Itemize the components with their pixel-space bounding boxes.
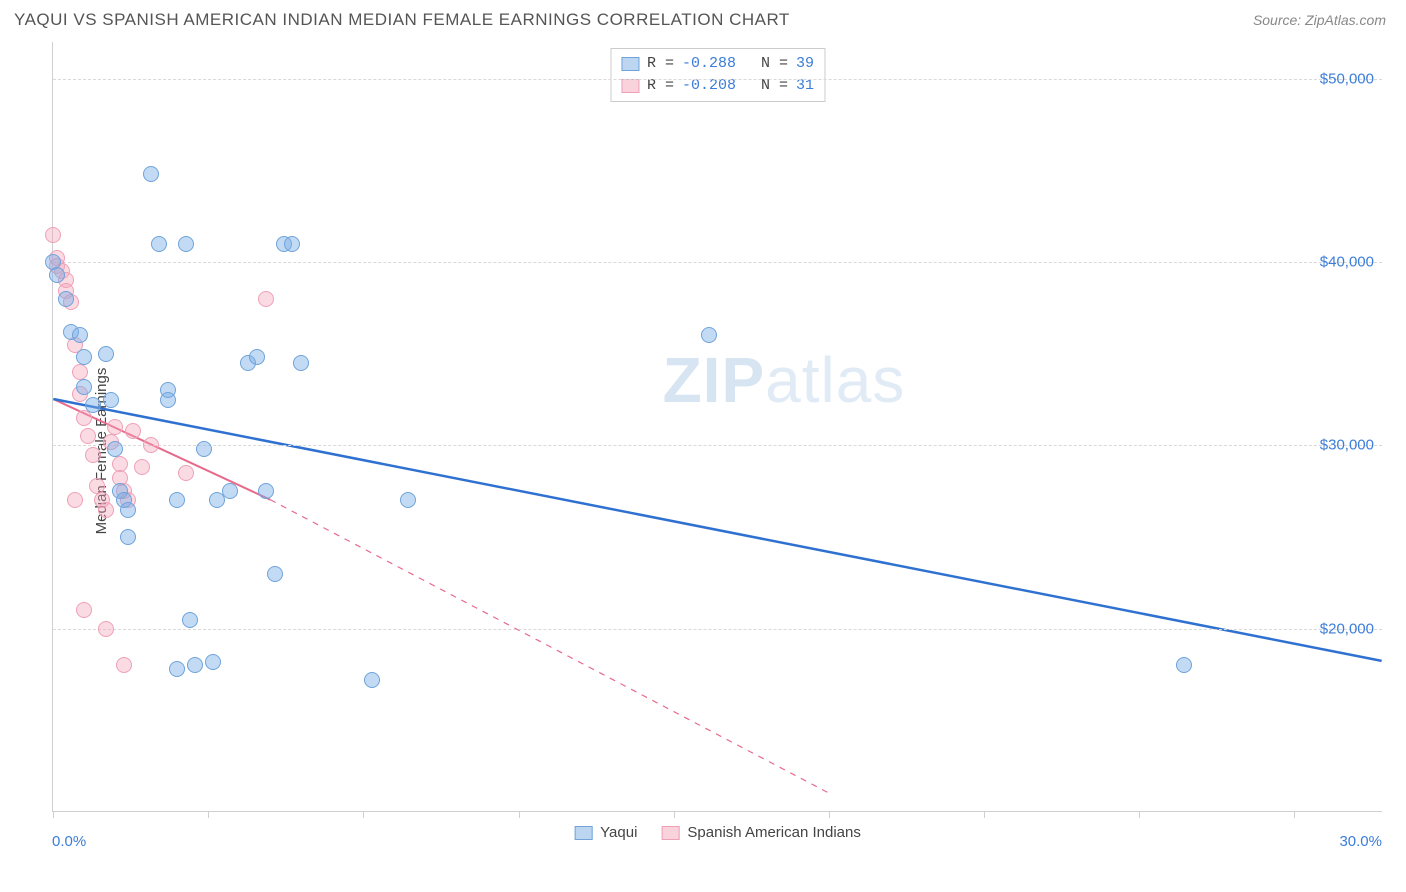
swatch-blue-icon — [621, 57, 639, 71]
gridline — [53, 629, 1382, 630]
data-point — [267, 566, 283, 582]
data-point — [89, 478, 105, 494]
data-point — [112, 456, 128, 472]
swatch-pink-icon — [621, 79, 639, 93]
data-point — [120, 502, 136, 518]
plot-area: ZIPatlas R = -0.288 N = 39 R = -0.208 N … — [52, 42, 1382, 812]
x-axis-start-label: 0.0% — [52, 833, 86, 850]
data-point — [103, 392, 119, 408]
data-point — [107, 441, 123, 457]
data-point — [125, 423, 141, 439]
data-point — [107, 419, 123, 435]
x-axis-end-label: 30.0% — [1339, 833, 1382, 850]
x-tick — [208, 811, 209, 818]
data-point — [98, 502, 114, 518]
data-point — [76, 602, 92, 618]
data-point — [134, 459, 150, 475]
gridline — [53, 79, 1382, 80]
data-point — [72, 327, 88, 343]
legend-item-spanish: Spanish American Indians — [661, 824, 860, 841]
x-tick — [363, 811, 364, 818]
data-point — [182, 612, 198, 628]
data-point — [85, 397, 101, 413]
data-point — [169, 661, 185, 677]
data-point — [98, 346, 114, 362]
data-point — [151, 236, 167, 252]
data-point — [76, 349, 92, 365]
watermark: ZIPatlas — [663, 343, 906, 417]
legend-row-blue: R = -0.288 N = 39 — [621, 53, 814, 75]
data-point — [1176, 657, 1192, 673]
data-point — [196, 441, 212, 457]
y-tick-label: $30,000 — [1320, 437, 1374, 454]
x-tick — [984, 811, 985, 818]
data-point — [169, 492, 185, 508]
data-point — [143, 166, 159, 182]
y-tick-label: $50,000 — [1320, 70, 1374, 87]
chart-container: Median Female Earnings ZIPatlas R = -0.2… — [0, 36, 1406, 866]
gridline — [53, 262, 1382, 263]
data-point — [80, 428, 96, 444]
data-point — [67, 492, 83, 508]
x-tick — [1139, 811, 1140, 818]
data-point — [701, 327, 717, 343]
legend-item-yaqui: Yaqui — [574, 824, 637, 841]
data-point — [72, 364, 88, 380]
correlation-legend: R = -0.288 N = 39 R = -0.208 N = 31 — [610, 48, 825, 102]
data-point — [160, 392, 176, 408]
data-point — [85, 447, 101, 463]
data-point — [258, 291, 274, 307]
data-point — [45, 227, 61, 243]
x-tick — [829, 811, 830, 818]
y-tick-label: $20,000 — [1320, 620, 1374, 637]
data-point — [205, 654, 221, 670]
data-point — [178, 465, 194, 481]
data-point — [293, 355, 309, 371]
x-tick — [674, 811, 675, 818]
source-attribution: Source: ZipAtlas.com — [1253, 12, 1386, 28]
series-legend: Yaqui Spanish American Indians — [574, 824, 861, 841]
data-point — [58, 291, 74, 307]
y-tick-label: $40,000 — [1320, 254, 1374, 271]
data-point — [98, 621, 114, 637]
page-title: YAQUI VS SPANISH AMERICAN INDIAN MEDIAN … — [14, 10, 790, 30]
data-point — [49, 267, 65, 283]
x-tick — [53, 811, 54, 818]
data-point — [284, 236, 300, 252]
data-point — [187, 657, 203, 673]
data-point — [258, 483, 274, 499]
data-point — [116, 657, 132, 673]
data-point — [143, 437, 159, 453]
swatch-pink-icon — [661, 826, 679, 840]
data-point — [178, 236, 194, 252]
data-point — [222, 483, 238, 499]
gridline — [53, 445, 1382, 446]
regression-lines — [53, 42, 1382, 811]
data-point — [120, 529, 136, 545]
data-point — [249, 349, 265, 365]
swatch-blue-icon — [574, 826, 592, 840]
x-tick — [519, 811, 520, 818]
x-tick — [1294, 811, 1295, 818]
data-point — [364, 672, 380, 688]
data-point — [76, 379, 92, 395]
data-point — [400, 492, 416, 508]
